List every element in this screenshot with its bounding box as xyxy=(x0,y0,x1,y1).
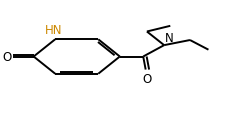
Text: HN: HN xyxy=(45,24,62,37)
Text: O: O xyxy=(2,51,12,63)
Text: N: N xyxy=(165,32,173,45)
Text: O: O xyxy=(142,72,151,85)
